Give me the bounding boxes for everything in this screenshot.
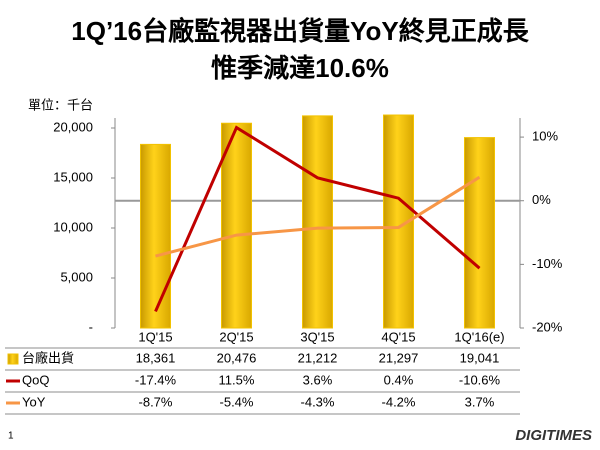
table-value: 0.4% <box>384 372 414 387</box>
legend-label: 台廠出貨 <box>22 350 74 365</box>
y2-tick-label: -10% <box>532 256 563 271</box>
line <box>154 125 481 313</box>
table-value: 11.5% <box>219 372 255 387</box>
y-tick-label: 5,000 <box>60 269 93 284</box>
y2-tick-label: 0% <box>532 192 551 207</box>
table-value: 20,476 <box>217 350 257 365</box>
chart-title: 惟季減達10.6% <box>211 53 389 83</box>
chart-title: 1Q’16台廠監視器出貨量YoY終見正成長 <box>71 16 529 46</box>
bar <box>302 115 333 329</box>
table-value: 21,297 <box>379 350 419 365</box>
x-tick-label: 1Q'16(e) <box>454 329 504 344</box>
table-value: -8.7% <box>139 394 173 409</box>
legend-label: YoY <box>22 394 46 409</box>
line <box>155 175 481 258</box>
x-tick-label: 2Q'15 <box>219 329 253 344</box>
x-tick-label: 4Q'15 <box>381 329 415 344</box>
page-number: 1 <box>8 431 14 442</box>
y-tick-label: 20,000 <box>53 119 93 134</box>
table-value: 3.7% <box>465 394 495 409</box>
table-value: -4.3% <box>301 394 335 409</box>
legend-swatch <box>7 353 19 365</box>
y2-tick-label: 10% <box>532 129 558 144</box>
bar <box>464 137 495 329</box>
y-tick-label: - <box>89 319 93 334</box>
y-tick-label: 15,000 <box>53 169 93 184</box>
logo: DIGITIMES <box>515 427 592 444</box>
table-value: 19,041 <box>460 350 500 365</box>
y-axis-label: 單位：千台 <box>28 97 93 112</box>
table-value: 18,361 <box>136 350 176 365</box>
x-tick-label: 3Q'15 <box>300 329 334 344</box>
table-value: -4.2% <box>382 394 416 409</box>
bar <box>140 143 171 329</box>
y-tick-label: 10,000 <box>53 219 93 234</box>
x-tick-label: 1Q'15 <box>138 329 172 344</box>
legend-label: QoQ <box>22 372 49 387</box>
table-value: -10.6% <box>459 372 501 387</box>
table-value: 3.6% <box>303 372 333 387</box>
table-value: -5.4% <box>220 394 254 409</box>
bar <box>221 122 252 329</box>
table-value: 21,212 <box>298 350 338 365</box>
table-value: -17.4% <box>135 372 177 387</box>
y2-tick-label: -20% <box>532 319 563 334</box>
